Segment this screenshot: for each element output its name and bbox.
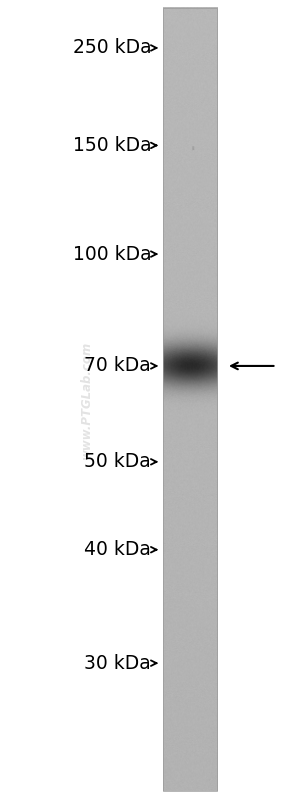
Text: 30 kDa: 30 kDa bbox=[84, 654, 151, 673]
Text: www.PTGLab.com: www.PTGLab.com bbox=[80, 340, 93, 459]
Text: 70 kDa: 70 kDa bbox=[84, 356, 151, 376]
Text: 250 kDa: 250 kDa bbox=[73, 38, 151, 58]
Text: 40 kDa: 40 kDa bbox=[84, 540, 151, 559]
Text: 100 kDa: 100 kDa bbox=[73, 244, 151, 264]
Bar bbox=[163, 8, 217, 791]
Text: 150 kDa: 150 kDa bbox=[73, 136, 151, 155]
Text: 50 kDa: 50 kDa bbox=[84, 452, 151, 471]
